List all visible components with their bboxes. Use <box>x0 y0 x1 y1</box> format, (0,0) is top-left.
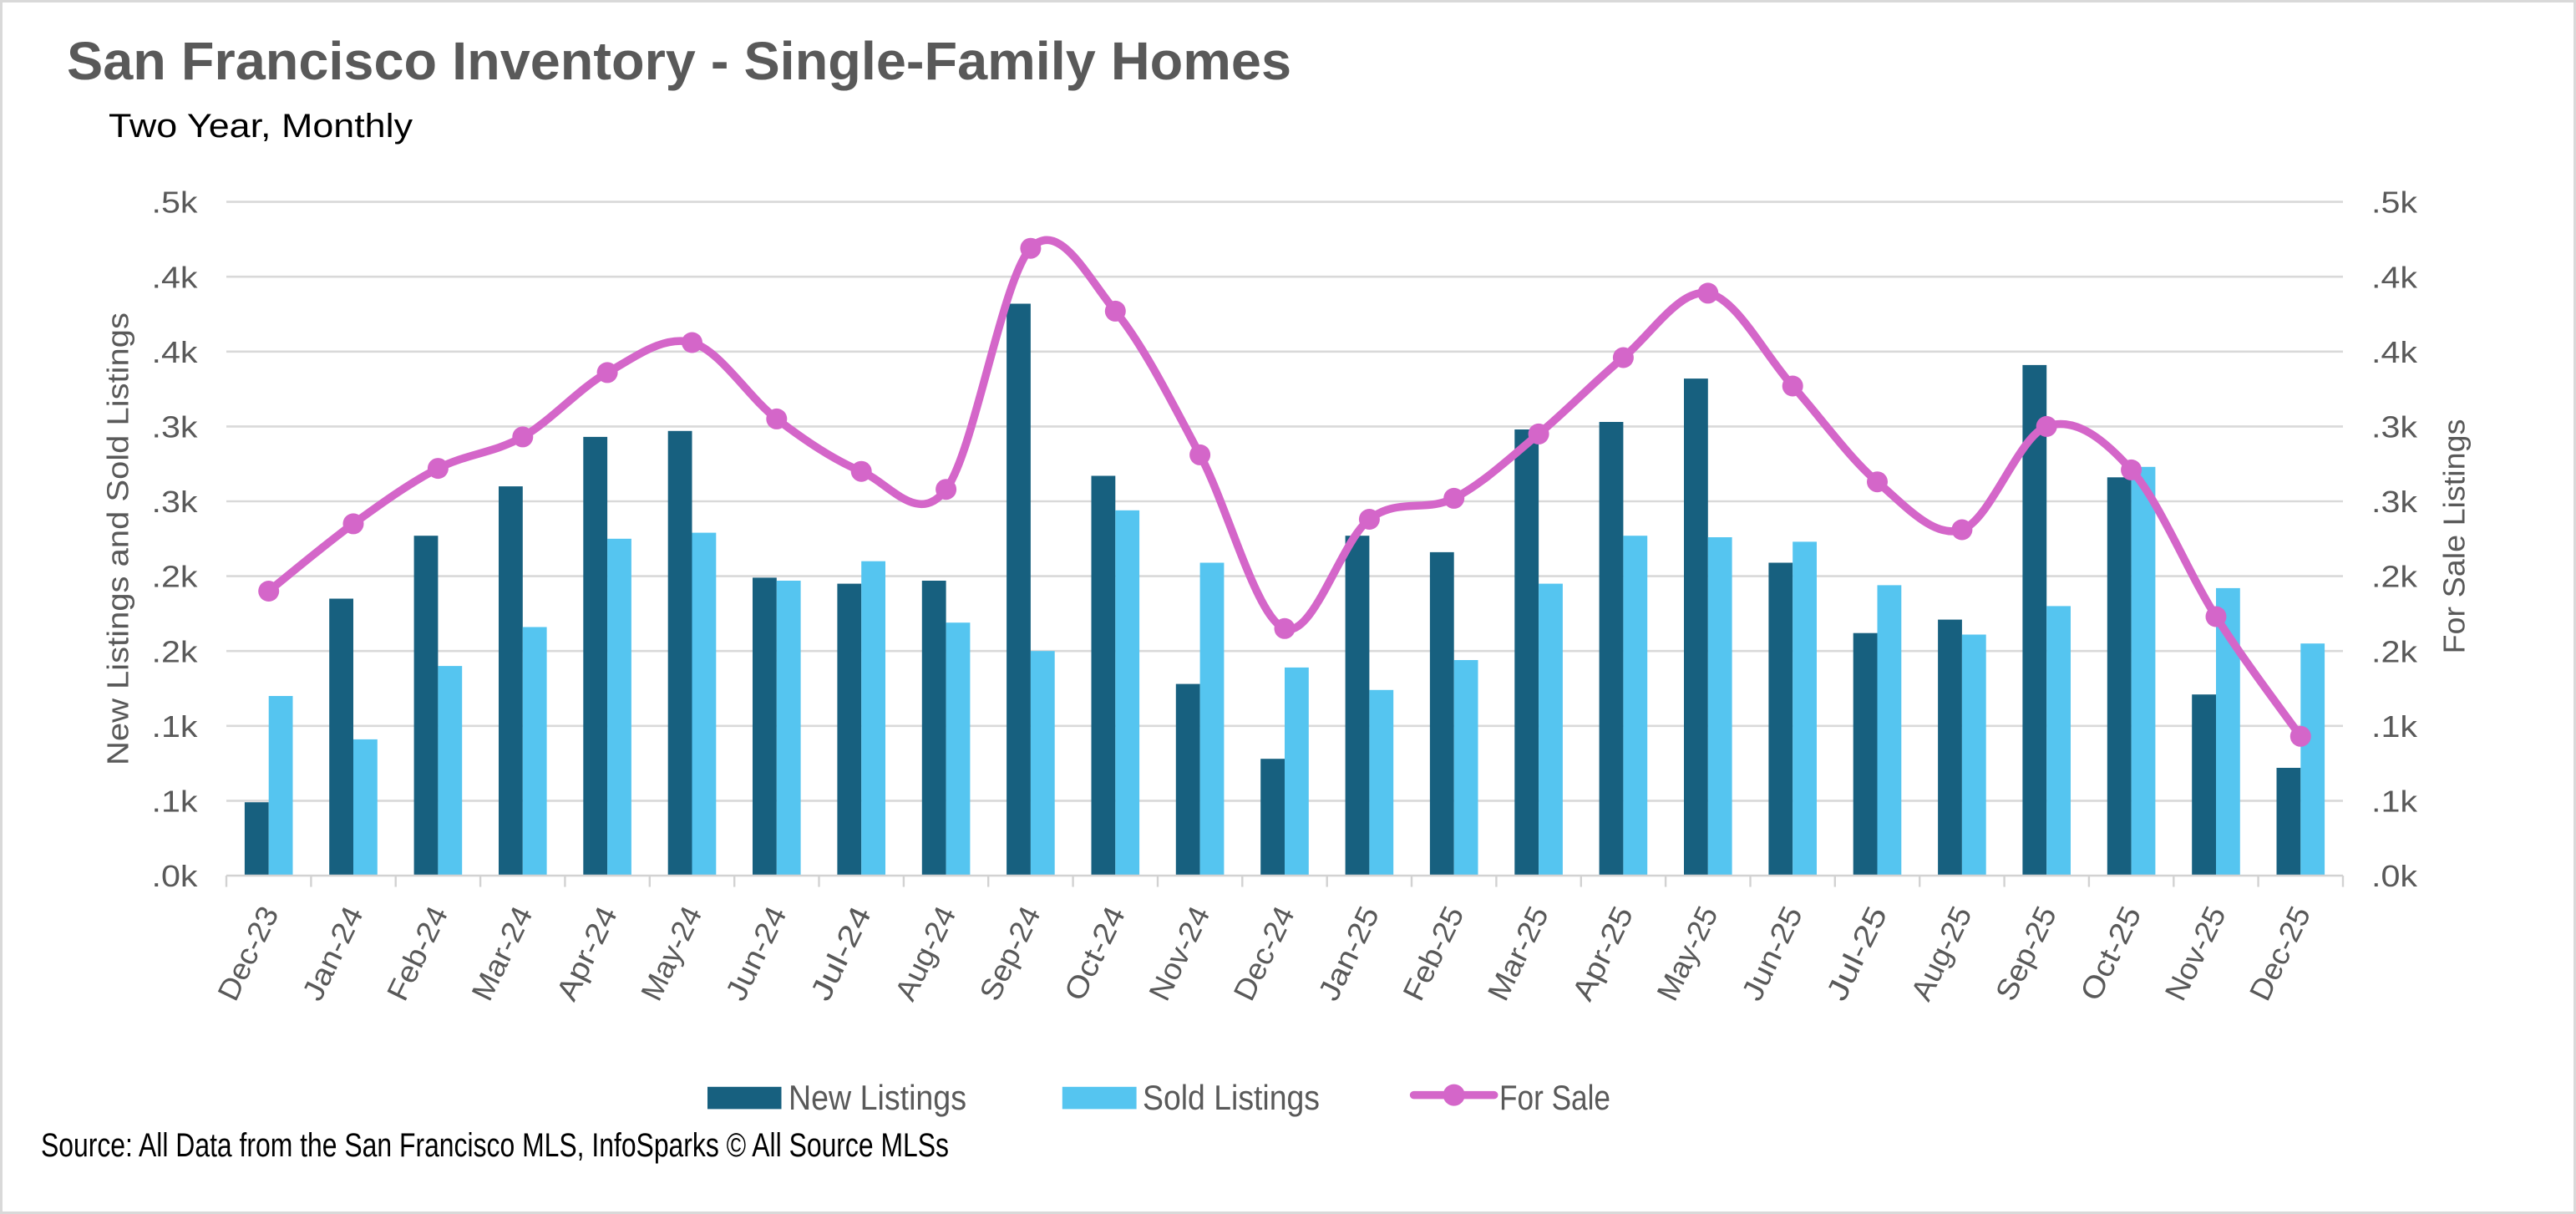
svg-text:.2k: .2k <box>152 634 199 668</box>
svg-text:Sold Listings: Sold Listings <box>1143 1078 1320 1117</box>
svg-text:For Sale Listings: For Sale Listings <box>2437 419 2471 654</box>
svg-text:.2k: .2k <box>2371 560 2418 594</box>
svg-text:.4k: .4k <box>152 335 199 369</box>
svg-text:.4k: .4k <box>2371 335 2418 369</box>
svg-text:.2k: .2k <box>2371 634 2418 668</box>
svg-text:San Francisco Inventory - Sing: San Francisco Inventory - Single-Family … <box>67 31 1291 91</box>
svg-text:.5k: .5k <box>152 185 199 220</box>
svg-text:.1k: .1k <box>2371 785 2418 819</box>
svg-text:.2k: .2k <box>152 560 199 594</box>
svg-text:.4k: .4k <box>2371 260 2418 294</box>
svg-text:.1k: .1k <box>2371 709 2418 744</box>
svg-text:New Listings: New Listings <box>789 1078 966 1117</box>
svg-text:New Listings and Sold Listings: New Listings and Sold Listings <box>100 312 134 765</box>
svg-text:.1k: .1k <box>152 785 199 819</box>
svg-text:Two Year, Monthly: Two Year, Monthly <box>109 108 413 145</box>
svg-text:.5k: .5k <box>2371 185 2418 220</box>
svg-text:For Sale: For Sale <box>1499 1078 1610 1117</box>
svg-text:.1k: .1k <box>152 709 199 744</box>
svg-text:.3k: .3k <box>152 485 199 519</box>
svg-text:Source: All Data from the San: Source: All Data from the San Francisco … <box>41 1127 949 1164</box>
svg-text:.4k: .4k <box>152 260 199 294</box>
svg-text:.3k: .3k <box>152 410 199 444</box>
svg-text:.0k: .0k <box>152 859 199 893</box>
svg-text:.3k: .3k <box>2371 410 2418 444</box>
svg-text:.3k: .3k <box>2371 485 2418 519</box>
svg-text:.0k: .0k <box>2371 859 2418 893</box>
